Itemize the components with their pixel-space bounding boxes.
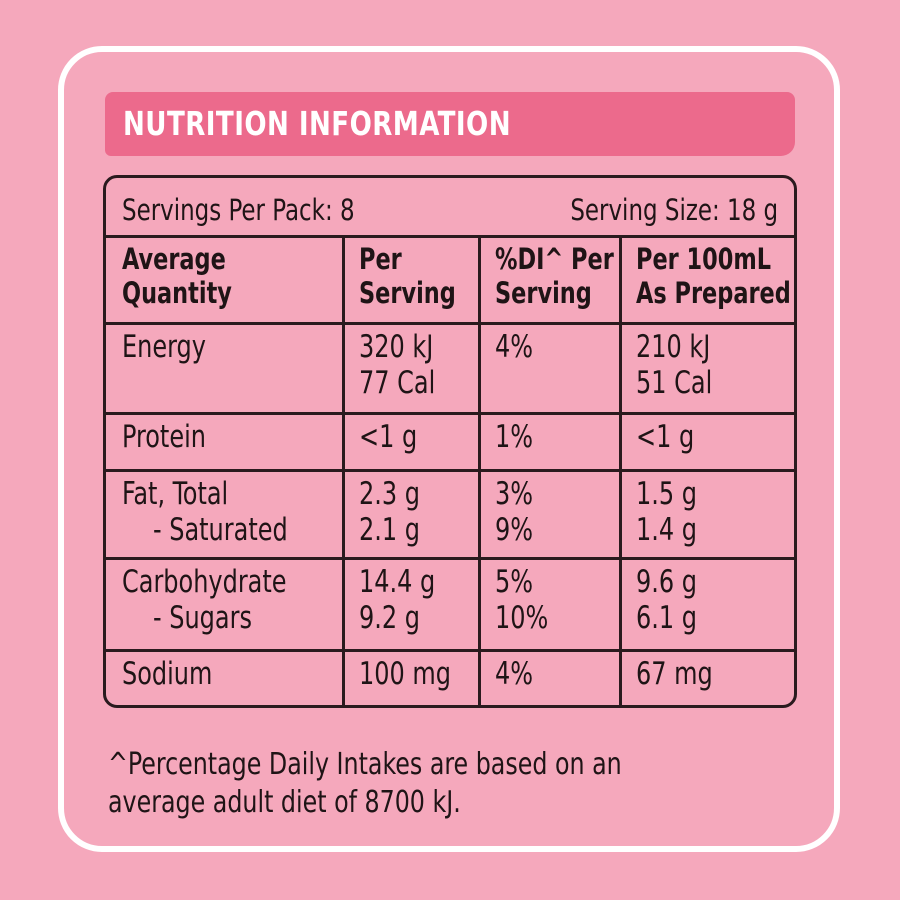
- servings-per-pack: Servings Per Pack: 8: [122, 193, 355, 227]
- row-carbohydrate-label: Carbohydrate - Sugars: [106, 557, 345, 652]
- footnote: ^Percentage Daily Intakes are based on a…: [108, 746, 622, 822]
- row-protein-per-serving: <1 g: [341, 412, 481, 472]
- serving-size: Serving Size: 18 g: [570, 193, 778, 227]
- row-fat-label: Fat, Total - Saturated: [106, 469, 345, 560]
- table-row: Fat, Total - Saturated 2.3 g 2.1 g 3% 9% 1.…: [106, 469, 794, 560]
- header-per-100ml: Per 100mL As Prepared: [618, 235, 794, 325]
- serving-info: Servings Per Pack: 8 Serving Size: 18 g: [122, 188, 778, 232]
- row-sodium-per-serving: 100 mg: [341, 649, 481, 707]
- row-sodium-per-100ml: 67 mg: [618, 649, 794, 707]
- table-row: Carbohydrate - Sugars 14.4 g 9.2 g 5% 10% 9…: [106, 557, 794, 652]
- row-sodium-di: 4%: [477, 649, 622, 707]
- row-energy-label: Energy: [106, 322, 345, 415]
- page-title: NUTRITION INFORMATION: [123, 104, 512, 143]
- table-row: Energy 320 kJ 77 Cal 4% 210 kJ 51 Cal: [106, 322, 794, 415]
- footnote-line-1: ^Percentage Daily Intakes are based on a…: [108, 747, 622, 782]
- row-energy-per-serving: 320 kJ 77 Cal: [341, 322, 481, 415]
- table-row: Protein <1 g 1% <1 g: [106, 412, 794, 472]
- footnote-line-2: average adult diet of 8700 kJ.: [108, 785, 461, 820]
- header-average-quantity: Average Quantity: [106, 235, 345, 325]
- row-fat-di: 3% 9%: [477, 469, 622, 560]
- header-di-per-serving: %DI^ Per Serving: [477, 235, 622, 325]
- row-carbohydrate-di: 5% 10%: [477, 557, 622, 652]
- row-fat-per-serving: 2.3 g 2.1 g: [341, 469, 481, 560]
- title-banner: NUTRITION INFORMATION: [105, 92, 795, 156]
- row-fat-per-100ml: 1.5 g 1.4 g: [618, 469, 794, 560]
- row-protein-per-100ml: <1 g: [618, 412, 794, 472]
- row-protein-label: Protein: [106, 412, 345, 472]
- nutrition-table: Average Quantity Per Serving %DI^ Per Servi…: [106, 235, 794, 707]
- header-per-serving: Per Serving: [341, 235, 481, 325]
- label-card: [58, 46, 840, 852]
- row-energy-di: 4%: [477, 322, 622, 415]
- row-protein-di: 1%: [477, 412, 622, 472]
- table-header-row: Average Quantity Per Serving %DI^ Per Servi…: [106, 235, 794, 325]
- row-energy-per-100ml: 210 kJ 51 Cal: [618, 322, 794, 415]
- row-carbohydrate-per-serving: 14.4 g 9.2 g: [341, 557, 481, 652]
- table-row: Sodium 100 mg 4% 67 mg: [106, 649, 794, 707]
- row-sodium-label: Sodium: [106, 649, 345, 707]
- nutrition-panel: Servings Per Pack: 8 Serving Size: 18 g …: [103, 175, 797, 708]
- row-carbohydrate-per-100ml: 9.6 g 6.1 g: [618, 557, 794, 652]
